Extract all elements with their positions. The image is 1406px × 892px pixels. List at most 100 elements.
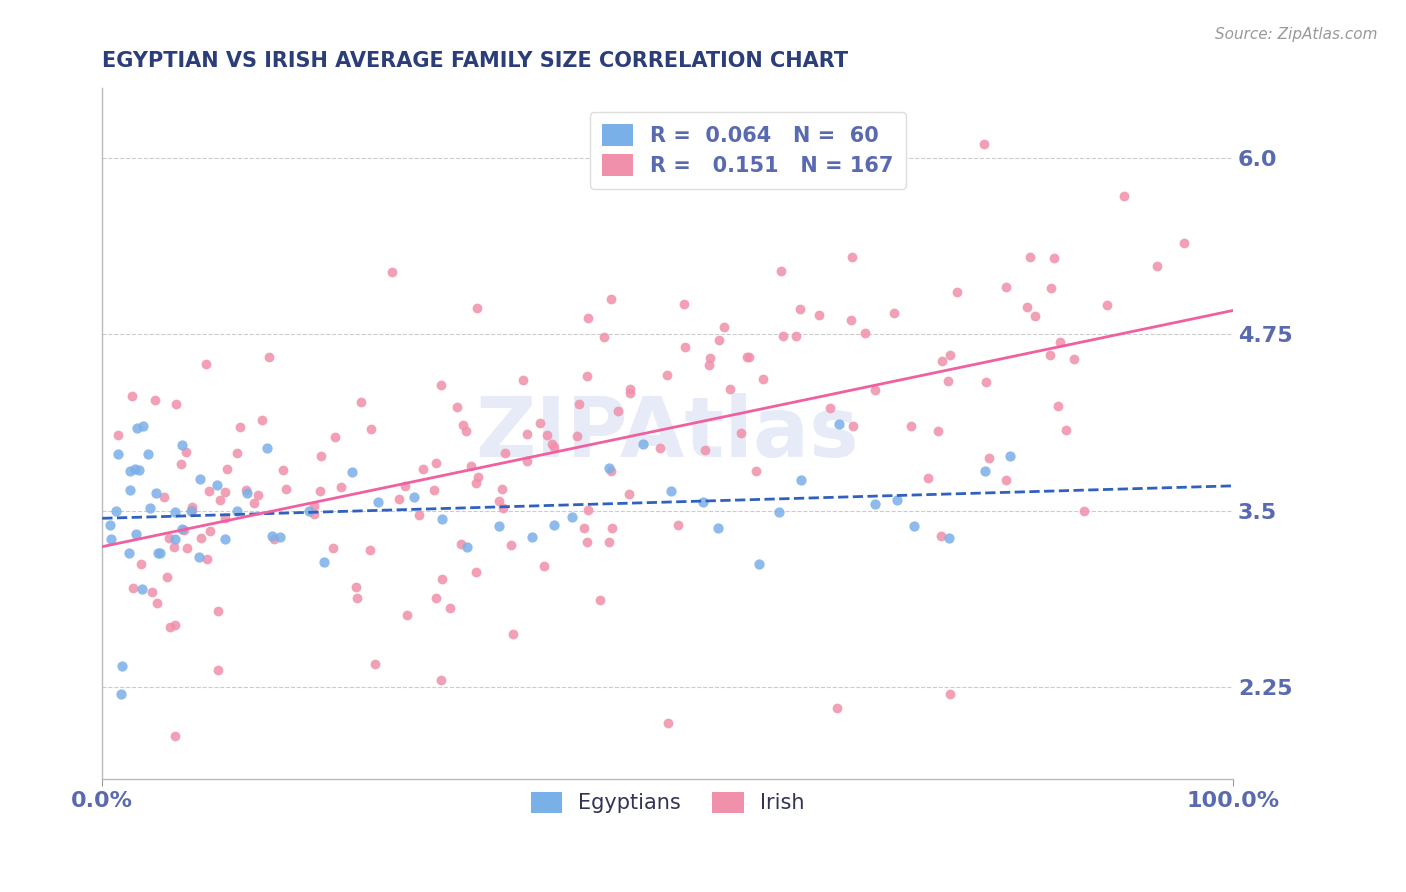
Point [1097,298,1119,312]
Point [188,471,211,485]
Point [364,657,387,671]
Point [738,350,761,364]
Point [974,463,997,477]
Point [927,424,949,438]
Point [863,496,886,510]
Point [707,333,730,347]
Point [173,523,195,537]
Point [124,461,146,475]
Point [263,533,285,547]
Point [456,540,478,554]
Point [309,449,332,463]
Point [425,456,447,470]
Point [536,427,558,442]
Point [841,251,863,265]
Point [190,531,212,545]
Point [243,496,266,510]
Point [1046,399,1069,413]
Legend: Egyptians, Irish: Egyptians, Irish [520,781,815,824]
Point [163,505,186,519]
Point [450,537,472,551]
Point [404,490,426,504]
Point [606,404,628,418]
Point [499,538,522,552]
Point [340,465,363,479]
Point [329,480,352,494]
Point [789,301,811,316]
Point [973,136,995,151]
Point [172,522,194,536]
Point [657,368,679,382]
Point [104,504,127,518]
Point [520,530,543,544]
Point [1024,310,1046,324]
Point [346,591,368,605]
Point [1112,189,1135,203]
Point [541,436,564,450]
Point [271,463,294,477]
Point [903,519,925,533]
Point [159,620,181,634]
Point [576,368,599,383]
Point [619,382,641,396]
Point [465,476,488,491]
Point [529,416,551,430]
Point [1015,300,1038,314]
Point [491,482,513,496]
Point [145,486,167,500]
Point [650,441,672,455]
Point [309,483,332,498]
Point [839,313,862,327]
Point [118,546,141,560]
Point [495,446,517,460]
Point [129,557,152,571]
Point [561,509,583,524]
Point [176,541,198,555]
Point [785,329,807,343]
Point [207,663,229,677]
Point [502,627,524,641]
Point [451,418,474,433]
Point [350,394,373,409]
Point [260,528,283,542]
Point [533,558,555,573]
Point [156,570,179,584]
Point [297,503,319,517]
Point [568,396,591,410]
Point [226,504,249,518]
Point [576,503,599,517]
Point [543,440,565,454]
Point [512,372,534,386]
Point [808,308,831,322]
Point [1049,334,1071,349]
Point [207,604,229,618]
Point [465,301,488,315]
Point [600,464,623,478]
Point [214,485,236,500]
Point [516,454,538,468]
Point [1039,348,1062,362]
Point [1063,352,1085,367]
Point [1039,281,1062,295]
Point [1073,504,1095,518]
Point [209,493,232,508]
Point [143,392,166,407]
Point [360,422,382,436]
Point [565,429,588,443]
Point [936,374,959,388]
Point [737,350,759,364]
Point [748,558,770,572]
Point [100,532,122,546]
Point [423,483,446,497]
Point [131,582,153,596]
Point [181,503,204,517]
Point [225,446,247,460]
Point [1000,449,1022,463]
Point [633,437,655,451]
Point [446,400,468,414]
Point [730,425,752,440]
Point [146,596,169,610]
Point [939,687,962,701]
Point [977,451,1000,466]
Point [593,330,616,344]
